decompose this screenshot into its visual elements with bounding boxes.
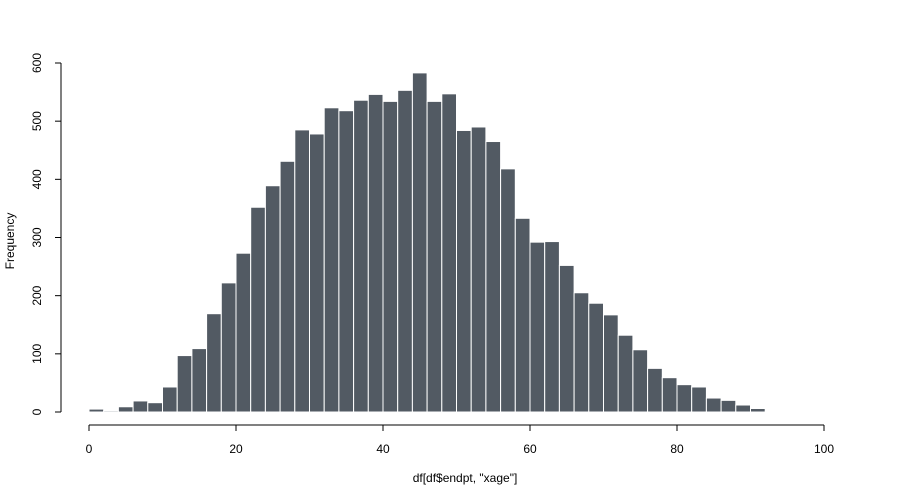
histogram-bar [294,129,310,413]
histogram-bar [309,133,325,413]
y-tick-label: 500 [30,111,44,131]
histogram-bar [676,384,693,413]
histogram-bar [603,314,619,413]
histogram-bar [382,100,399,413]
histogram-bar [441,93,457,413]
y-tick-label: 200 [30,285,44,305]
histogram-bar [338,110,355,413]
histogram-bar [544,241,560,413]
x-axis: 0 20 40 60 80 100 [86,424,834,456]
histogram-bar [456,129,472,413]
histogram-bar [573,292,590,413]
histogram-bar [647,367,663,413]
histogram-bar [117,406,134,413]
histogram-bar [279,160,296,413]
histogram-bar [500,168,516,413]
x-tick-label: 100 [814,442,834,456]
x-tick-label: 40 [376,442,390,456]
histogram-bar [558,264,575,413]
y-tick-label: 0 [30,408,44,415]
histogram-bar [661,377,678,413]
histogram-bar [323,107,340,413]
histogram-bar [250,206,266,413]
histogram-bar [485,141,502,413]
y-tick-label: 600 [30,53,44,73]
histogram-bar [705,397,722,413]
y-axis: 0 100 200 300 400 500 600 [30,53,62,415]
x-tick-label: 20 [229,442,243,456]
x-tick-label: 60 [523,442,537,456]
histogram-bar [162,386,178,413]
histogram-bar [147,402,164,413]
histogram-bar [206,313,222,413]
histogram-bar [529,241,546,413]
histogram-bar [426,100,443,413]
histogram-bar [720,399,737,413]
y-axis-label: Frequency [3,213,17,270]
histogram-bar [264,185,281,413]
histogram-bar [88,408,105,413]
y-tick-label: 300 [30,227,44,247]
histogram-bar [588,302,604,413]
bars-group [88,72,766,413]
histogram-bar [735,404,751,413]
x-tick-label: 0 [86,442,93,456]
histogram-bar [220,282,237,413]
histogram-bar [411,72,428,413]
histogram-bar [103,410,119,413]
histogram-bar [470,126,487,413]
histogram-bar [235,252,252,413]
histogram-bar [132,400,149,413]
histogram-bar [397,89,413,413]
x-axis-label: df[df$endpt, "xage"] [413,471,518,485]
histogram-bar [514,217,531,413]
histogram-bar [353,99,369,413]
histogram-bar [632,349,649,413]
histogram-bar [191,348,208,413]
y-tick-label: 400 [30,169,44,189]
x-tick-label: 80 [670,442,684,456]
histogram-bar [176,355,193,413]
histogram-bar [617,334,634,413]
histogram-bar [691,386,707,413]
histogram-bar [367,93,384,413]
y-tick-label: 100 [30,344,44,364]
histogram-bar [750,408,766,413]
